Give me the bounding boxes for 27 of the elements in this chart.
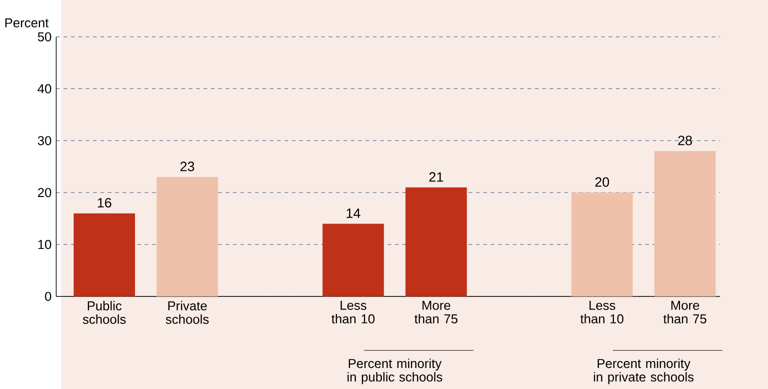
bar xyxy=(654,150,716,296)
x-tick-label: Public schools xyxy=(82,300,126,324)
y-tick-label: 0 xyxy=(45,292,52,301)
y-axis-title: Percent xyxy=(5,18,49,28)
data-label: 16 xyxy=(98,198,112,208)
bar xyxy=(322,224,384,296)
bar xyxy=(405,187,467,296)
x-tick-label: More than 75 xyxy=(414,300,458,324)
x-tick-label: Less than 10 xyxy=(332,300,375,324)
x-tick-label: Private schools xyxy=(166,300,209,324)
x-tick-label: Less than 10 xyxy=(580,300,624,324)
bar xyxy=(571,192,633,296)
data-label: 14 xyxy=(346,208,360,218)
x-tick-label: More than 75 xyxy=(663,300,706,324)
data-label: 23 xyxy=(180,161,194,172)
text: Percent minority in private schools xyxy=(594,358,694,384)
y-tick-label: 30 xyxy=(38,136,52,146)
bar xyxy=(74,213,136,296)
y-tick-label: 10 xyxy=(38,240,52,249)
y-tick-label: 50 xyxy=(38,32,52,42)
bar xyxy=(156,176,218,296)
data-label: 20 xyxy=(595,177,610,187)
data-label: 21 xyxy=(429,172,444,182)
y-tick-label: 40 xyxy=(38,84,52,94)
y-tick-label: 20 xyxy=(38,188,52,197)
text: Percent minority in public schools xyxy=(348,358,442,384)
data-label: 28 xyxy=(678,136,692,146)
